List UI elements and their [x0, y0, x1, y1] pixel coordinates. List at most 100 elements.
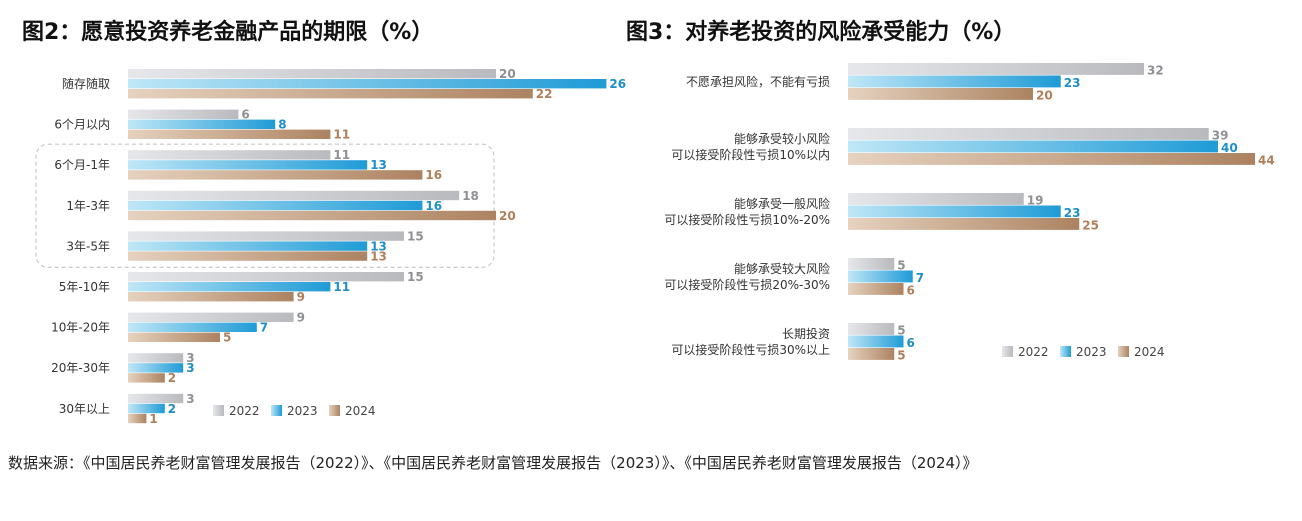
data-label-2023: 2 — [168, 402, 176, 416]
data-label-2024: 25 — [1082, 219, 1099, 233]
bar-2024 — [848, 348, 895, 360]
bar-2022 — [128, 353, 184, 363]
data-label-2024: 22 — [536, 87, 553, 101]
bar-2024 — [128, 89, 533, 99]
data-label-2023: 40 — [1221, 141, 1238, 155]
legend-swatch-2023 — [271, 405, 282, 416]
bar-2022 — [848, 193, 1024, 205]
bar-2023 — [128, 363, 184, 373]
category-label: 可以接受阶段性亏损20%-30% — [664, 277, 830, 292]
data-label-2022: 9 — [297, 311, 305, 325]
data-label-2023: 16 — [425, 199, 442, 213]
data-label-2023: 7 — [260, 321, 268, 335]
bar-2022 — [128, 150, 331, 160]
bar-2024 — [128, 373, 165, 383]
data-label-2024: 16 — [425, 168, 442, 182]
data-label-2024: 13 — [370, 249, 387, 263]
bar-2023 — [128, 403, 165, 414]
data-label-2022: 15 — [407, 270, 424, 284]
category-label: 5年-10年 — [59, 280, 110, 294]
bar-2022 — [848, 63, 1144, 75]
data-label-2024: 44 — [1258, 154, 1275, 168]
bar-2023 — [128, 200, 423, 211]
bar-2022 — [128, 109, 239, 119]
data-label-2022: 32 — [1147, 64, 1164, 78]
bar-2024 — [128, 292, 294, 302]
bar-2024 — [128, 210, 496, 221]
data-label-2024: 20 — [499, 209, 516, 223]
category-label: 能够承受较大风险 — [734, 261, 830, 276]
legend-label-2022: 2022 — [1018, 345, 1049, 359]
category-label: 可以接受阶段性亏损10%-20% — [664, 212, 830, 227]
chart2-title: 图3：对养老投资的风险承受能力（%） — [626, 20, 1016, 45]
data-label-2023: 13 — [370, 239, 387, 253]
bar-2023 — [128, 79, 607, 89]
data-label-2023: 23 — [1064, 206, 1081, 220]
source-note: 数据来源：《中国居民养老财富管理发展报告（2022）》、《中国居民养老财富管理发… — [8, 454, 978, 472]
legend-label-2024: 2024 — [1134, 345, 1165, 359]
data-label-2023: 23 — [1064, 76, 1081, 90]
data-label-2022: 39 — [1212, 129, 1229, 143]
category-label: 随存随取 — [62, 76, 110, 91]
bar-2024 — [848, 283, 904, 295]
bar-2022 — [128, 272, 404, 282]
data-label-2024: 1 — [149, 412, 157, 426]
data-label-2024: 6 — [907, 284, 915, 298]
bar-2024 — [128, 129, 331, 139]
bar-2023 — [848, 140, 1218, 153]
bar-2022 — [128, 69, 496, 79]
data-label-2022: 3 — [186, 392, 194, 406]
bar-2024 — [848, 218, 1080, 230]
bar-2024 — [848, 153, 1255, 165]
category-label: 长期投资 — [782, 326, 830, 341]
bar-2024 — [128, 170, 423, 180]
bar-2022 — [848, 323, 895, 335]
bar-2023 — [848, 270, 913, 283]
legend-swatch-2024 — [1118, 346, 1129, 357]
data-label-2022: 6 — [241, 108, 249, 122]
category-label: 能够承受较小风险 — [734, 131, 830, 146]
legend-label-2023: 2023 — [287, 404, 318, 418]
category-label: 30年以上 — [59, 402, 110, 416]
data-label-2022: 15 — [407, 229, 424, 243]
legend-label-2022: 2022 — [229, 404, 260, 418]
category-label: 可以接受阶段性亏损10%以内 — [671, 147, 830, 162]
data-label-2023: 13 — [370, 158, 387, 172]
data-label-2022: 5 — [897, 324, 905, 338]
data-label-2023: 8 — [278, 118, 286, 132]
category-label: 20年-30年 — [51, 361, 110, 375]
bar-2023 — [128, 160, 368, 170]
bar-2022 — [128, 190, 460, 201]
bar-2023 — [128, 322, 257, 332]
data-label-2024: 11 — [333, 128, 350, 142]
legend-swatch-2024 — [329, 405, 340, 416]
category-label: 1年-3年 — [66, 199, 110, 213]
bar-2023 — [128, 119, 276, 129]
highlight-box — [35, 143, 495, 268]
legend-label-2024: 2024 — [345, 404, 376, 418]
bar-2024 — [848, 88, 1033, 100]
bar-2022 — [128, 312, 294, 322]
legend-swatch-2023 — [1060, 346, 1071, 357]
category-label: 3年-5年 — [66, 239, 110, 253]
data-label-2023: 7 — [916, 271, 924, 285]
bar-2023 — [848, 75, 1061, 88]
data-label-2022: 20 — [499, 67, 516, 81]
legend-label-2023: 2023 — [1076, 345, 1107, 359]
category-label: 不愿承担风险，不能有亏损 — [686, 74, 830, 89]
legend-swatch-2022 — [213, 405, 224, 416]
data-label-2022: 3 — [186, 351, 194, 365]
bar-2022 — [848, 128, 1209, 140]
category-label: 可以接受阶段性亏损30%以上 — [671, 342, 830, 357]
data-label-2024: 9 — [297, 290, 305, 304]
legend-swatch-2022 — [1002, 346, 1013, 357]
data-label-2022: 5 — [897, 259, 905, 273]
bar-2024 — [128, 332, 220, 342]
data-label-2024: 5 — [223, 331, 231, 345]
data-label-2024: 20 — [1036, 89, 1053, 103]
bar-2024 — [128, 413, 147, 424]
data-label-2023: 26 — [609, 77, 626, 91]
data-label-2022: 18 — [462, 189, 479, 203]
data-label-2024: 2 — [168, 371, 176, 385]
